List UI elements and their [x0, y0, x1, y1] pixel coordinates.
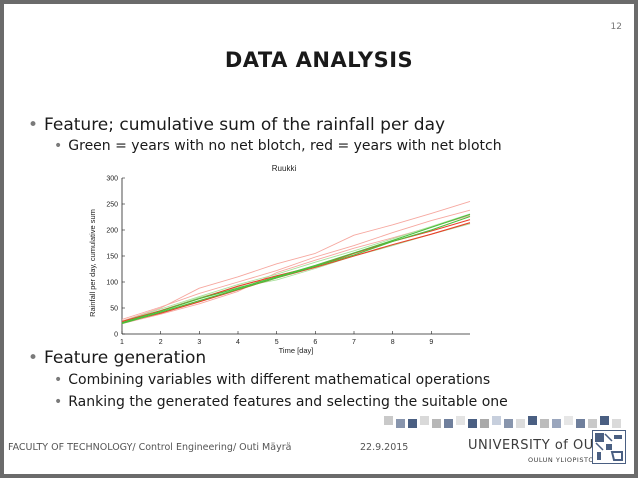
bullet-dot: •: [54, 372, 63, 388]
decor-square: [408, 419, 417, 428]
decor-square: [540, 419, 549, 428]
y-tick-label: 100: [106, 280, 118, 287]
university-logo-icon: [592, 430, 626, 464]
bullet-color-legend: • Green = years with no net blotch, red =…: [54, 138, 502, 154]
decor-square: [576, 419, 585, 428]
decor-square: [384, 416, 393, 425]
decor-square: [516, 419, 525, 428]
decor-square: [420, 416, 429, 425]
series-line: [121, 209, 471, 320]
decor-square: [504, 419, 513, 428]
x-tick-label: 3: [197, 339, 201, 346]
series-line: [121, 215, 471, 325]
x-tick-label: 8: [391, 339, 395, 346]
university-name: UNIVERSITY of OULU: [468, 438, 611, 453]
bullet-dot: •: [54, 138, 63, 154]
x-tick-label: 4: [236, 339, 240, 346]
bullet-text: Combining variables with different mathe…: [68, 372, 491, 388]
footer-author: FACULTY OF TECHNOLOGY/ Control Engineeri…: [8, 442, 292, 453]
bullet-combining: • Combining variables with different math…: [54, 372, 490, 388]
decor-square: [456, 416, 465, 425]
decor-square: [480, 419, 489, 428]
bullet-dot: •: [28, 348, 39, 368]
y-tick-label: 0: [114, 332, 118, 339]
decor-square: [432, 419, 441, 428]
y-tick-label: 300: [106, 176, 118, 183]
x-tick-label: 9: [429, 339, 433, 346]
y-tick-label: 200: [106, 228, 118, 235]
decor-square: [564, 416, 573, 425]
decorative-squares: [384, 416, 621, 428]
y-tick-label: 250: [106, 202, 118, 209]
bullet-ranking: • Ranking the generated features and sele…: [54, 394, 508, 410]
slide: 12 DATA ANALYSIS • Feature; cumulative su…: [4, 4, 634, 474]
decor-square: [396, 419, 405, 428]
decor-square: [492, 416, 501, 425]
x-tick-label: 7: [352, 339, 356, 346]
decor-square: [612, 419, 621, 428]
bullet-dot: •: [28, 115, 39, 135]
chart-ylabel: Rainfall per day, cumulative sum: [88, 209, 97, 317]
series-line: [121, 200, 471, 322]
decor-square: [528, 416, 537, 425]
rainfall-chart: Ruukki Rainfall per day, cumulative sum …: [88, 164, 471, 355]
bullet-dot: •: [54, 394, 63, 410]
slide-number: 12: [610, 22, 622, 32]
decor-square: [588, 419, 597, 428]
y-tick-label: 50: [110, 306, 118, 313]
decor-square: [552, 419, 561, 428]
bullet-text: Ranking the generated features and selec…: [68, 394, 508, 410]
university-subtitle: OULUN YLIOPISTO: [528, 456, 595, 464]
bullet-text: Feature generation: [44, 348, 207, 368]
bullet-feature-generation: • Feature generation: [28, 348, 206, 368]
bullet-text: Feature; cumulative sum of the rainfall …: [44, 115, 446, 135]
series-line: [121, 213, 471, 324]
x-tick-label: 2: [159, 339, 163, 346]
decor-square: [468, 419, 477, 428]
footer-date: 22.9.2015: [360, 442, 409, 453]
x-tick-label: 5: [275, 339, 279, 346]
bullet-feature: • Feature; cumulative sum of the rainfall…: [28, 115, 445, 135]
decor-square: [600, 416, 609, 425]
chart-xlabel: Time [day]: [279, 346, 314, 355]
slide-title: DATA ANALYSIS: [224, 48, 414, 72]
x-tick-label: 6: [313, 339, 317, 346]
bullet-text: Green = years with no net blotch, red = …: [68, 138, 502, 154]
series-line: [121, 213, 471, 322]
x-tick-label: 1: [120, 339, 124, 346]
decor-square: [444, 419, 453, 428]
chart-title: Ruukki: [272, 164, 297, 173]
y-tick-label: 150: [106, 254, 118, 261]
